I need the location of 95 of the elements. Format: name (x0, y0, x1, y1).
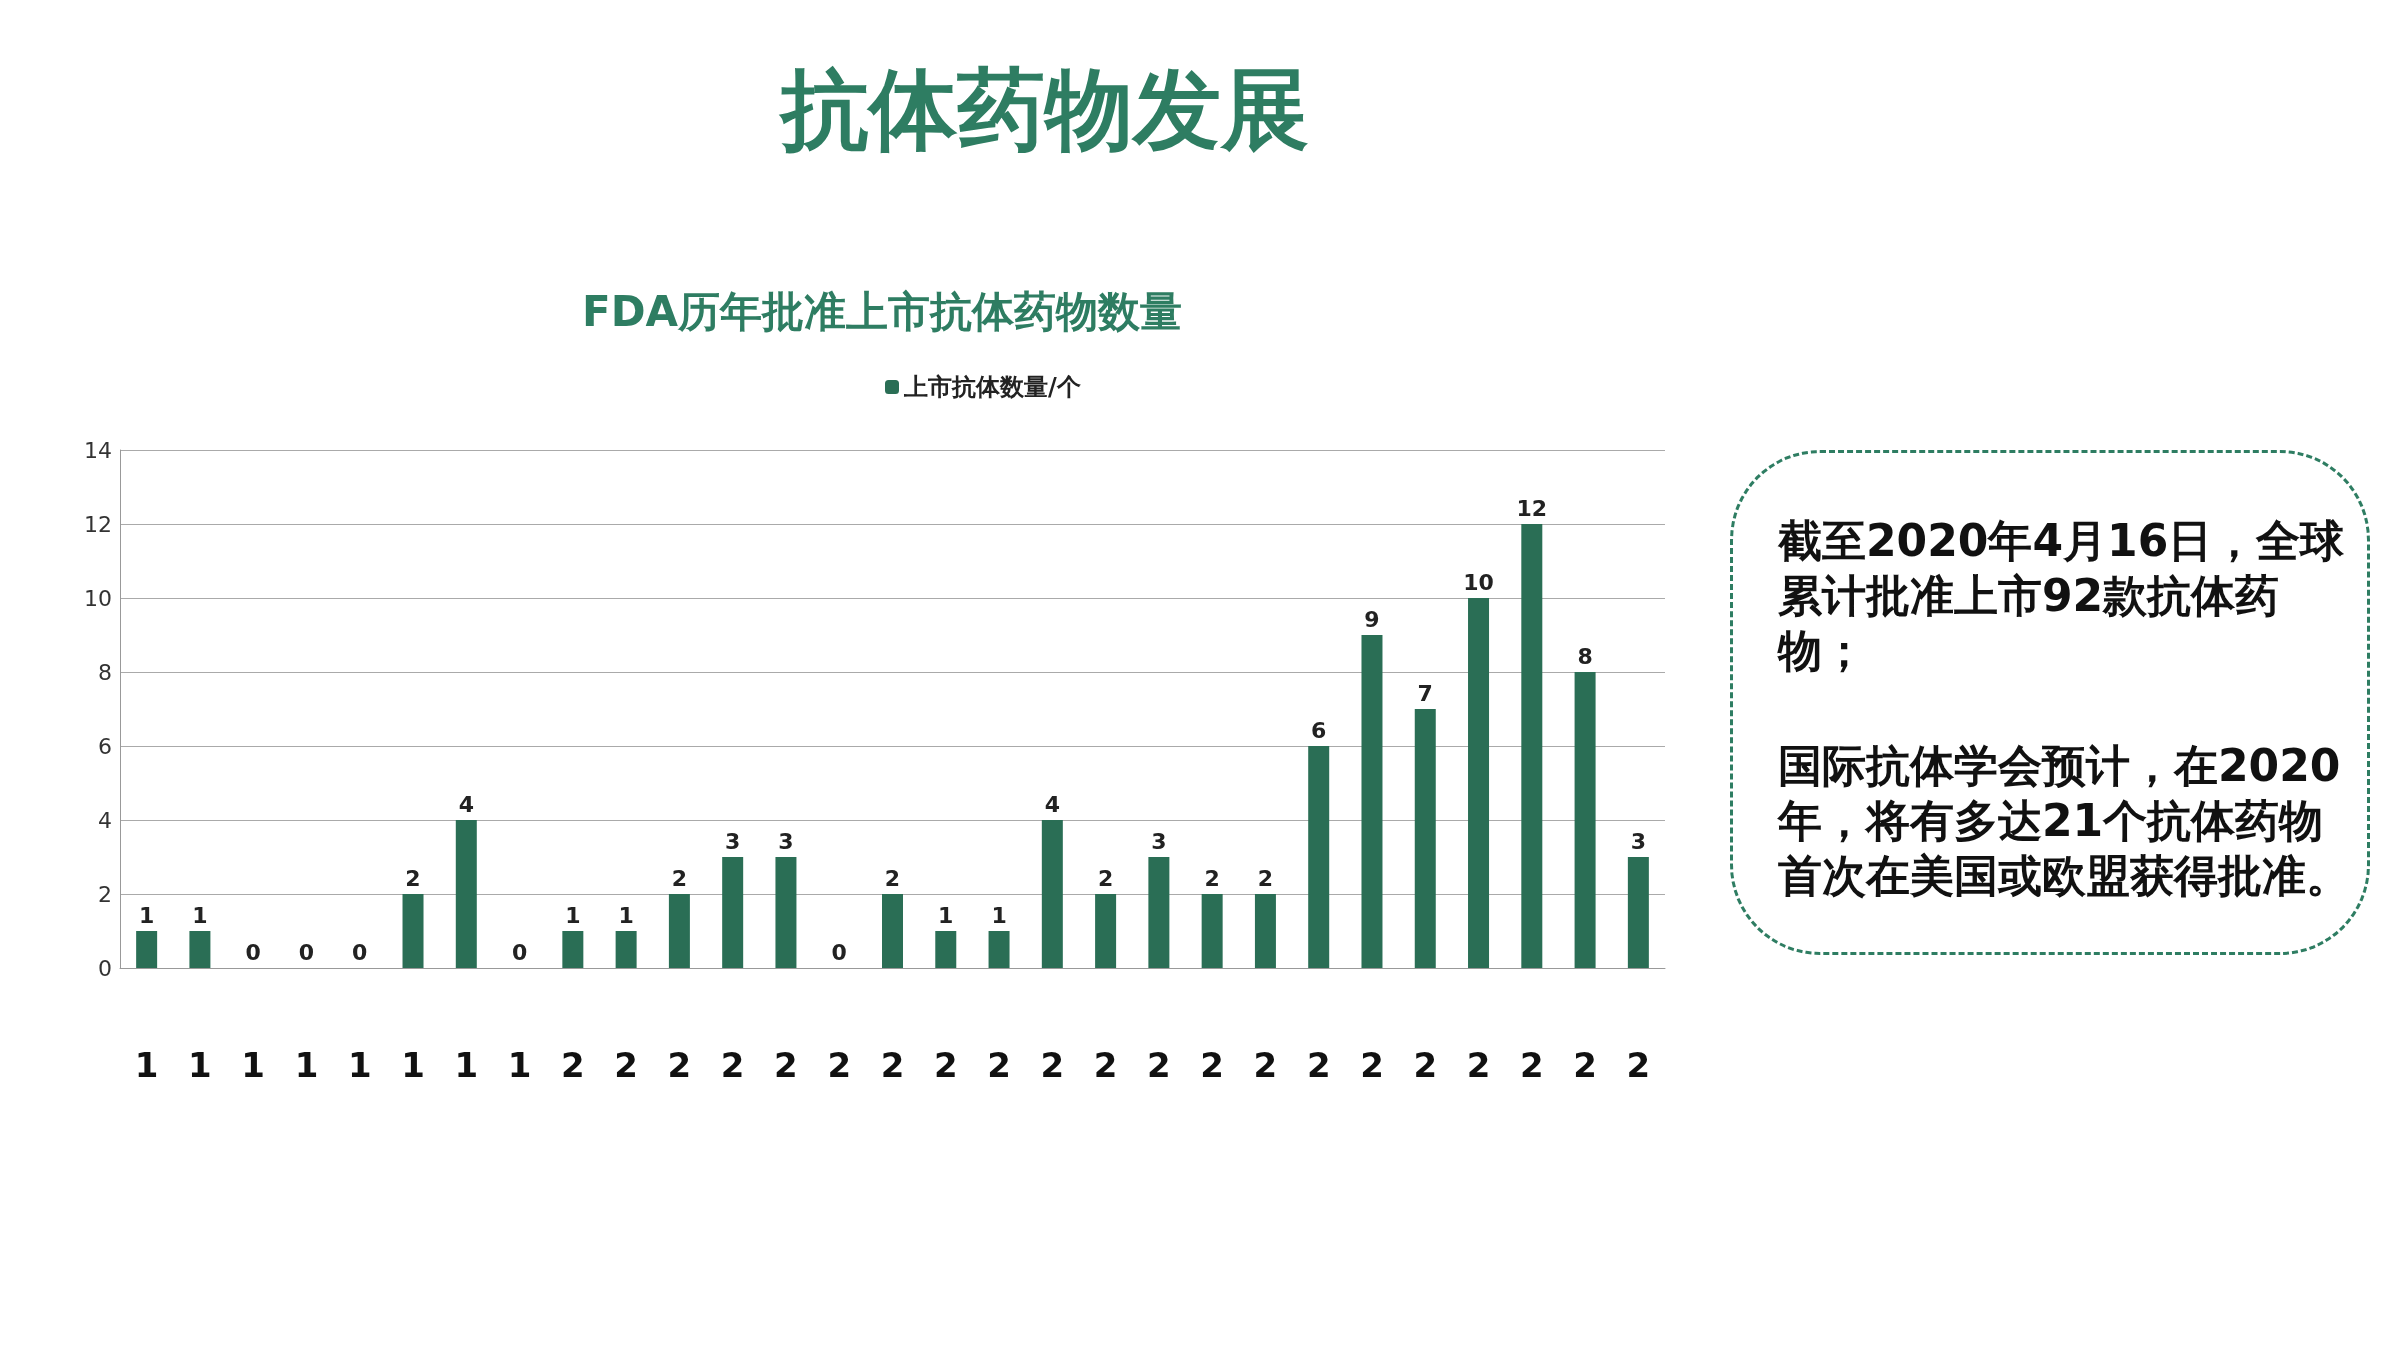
x-tick-label: 2 (1040, 1045, 1065, 1085)
data-label: 1 (991, 902, 1007, 928)
data-label: 12 (1516, 495, 1548, 521)
bar (668, 894, 690, 968)
bar (722, 857, 744, 968)
data-label: 1 (192, 902, 208, 928)
x-tick-label: 2 (1360, 1045, 1384, 1085)
bar (562, 931, 584, 968)
data-label: 3 (725, 828, 741, 854)
x-tick-label: 2 (1413, 1045, 1438, 1085)
x-tick-label: 2 (774, 1045, 798, 1085)
x-tick-label: 2 (720, 1045, 745, 1085)
data-label: 0 (511, 939, 528, 965)
bar (1254, 894, 1276, 968)
data-label: 6 (1311, 717, 1327, 743)
x-tick-label: 2 (1519, 1045, 1544, 1085)
data-label: 3 (778, 828, 794, 854)
bar (1201, 894, 1223, 968)
data-label: 2 (1097, 865, 1114, 891)
x-tick-label: 2 (933, 1045, 958, 1085)
bar (1468, 598, 1490, 968)
text: 国际抗体学会预计，在2020年，将有多达21个抗体药物首次在美国或欧盟获得批准。 (1778, 739, 2351, 903)
data-label: 0 (831, 939, 847, 965)
data-label: 3 (1151, 828, 1167, 854)
y-tick-label: 0 (98, 955, 112, 981)
bar (1361, 635, 1383, 968)
x-tick-label: 2 (987, 1045, 1011, 1085)
data-label: 2 (1204, 865, 1220, 891)
data-label: 4 (458, 791, 474, 817)
data-label: 0 (245, 939, 261, 965)
data-label: 1 (618, 902, 634, 928)
x-tick-label: 2 (880, 1045, 905, 1085)
y-tick-label: 6 (98, 733, 112, 759)
data-label: 4 (1044, 791, 1060, 817)
x-tick-label: 1 (507, 1045, 532, 1085)
data-label: 1 (138, 902, 155, 928)
y-tick-label: 10 (84, 585, 112, 611)
x-tick-label: 2 (1573, 1045, 1597, 1085)
data-label: 0 (298, 939, 315, 965)
bar (882, 894, 903, 968)
bar (1041, 820, 1063, 968)
data-label: 2 (671, 865, 688, 891)
x-tick-label: 1 (294, 1045, 319, 1085)
text: 截至2020年4月16日，全球累计批准上市92款抗体药物； (1778, 514, 2346, 678)
data-label: 2 (405, 865, 421, 891)
data-label: 10 (1463, 569, 1494, 595)
bar (455, 820, 477, 968)
y-tick-label: 2 (98, 881, 112, 907)
x-tick-label: 1 (347, 1045, 372, 1085)
bar (1627, 857, 1649, 968)
bar (1574, 672, 1596, 968)
x-tick-label: 2 (1626, 1045, 1651, 1085)
chart-title: 抗体药物发展 (778, 57, 1309, 161)
y-tick-label: 8 (98, 659, 112, 685)
x-tick-label: 1 (134, 1045, 159, 1085)
data-label: 3 (1630, 828, 1647, 854)
x-tick-label: 2 (1147, 1045, 1171, 1085)
x-tick-label: 2 (614, 1045, 638, 1085)
y-tick-label: 12 (84, 511, 112, 537)
bar (1414, 709, 1436, 968)
data-label: 9 (1364, 606, 1380, 632)
chart-subtitle: FDA历年批准上市抗体药物数量 (581, 286, 1183, 336)
legend-label: 上市抗体数量/个 (903, 373, 1081, 401)
bar (775, 857, 797, 968)
y-tick-label: 14 (84, 437, 112, 463)
x-tick-label: 2 (561, 1045, 585, 1085)
bar (189, 931, 211, 968)
y-tick-label: 4 (98, 807, 112, 833)
bar (935, 931, 957, 968)
x-tick-label: 1 (241, 1045, 266, 1085)
bar (615, 931, 637, 968)
x-tick-label: 2 (667, 1045, 692, 1085)
bar (136, 931, 158, 968)
data-label: 7 (1417, 680, 1433, 706)
data-label: 0 (352, 939, 368, 965)
bar (1148, 857, 1170, 968)
x-tick-label: 2 (1200, 1045, 1224, 1085)
x-tick-label: 2 (1306, 1045, 1331, 1085)
x-tick-label: 1 (401, 1045, 425, 1085)
bar (1308, 746, 1330, 968)
x-tick-label: 2 (1253, 1045, 1278, 1085)
x-tick-label: 2 (1093, 1045, 1118, 1085)
x-tick-label: 1 (454, 1045, 479, 1085)
data-label: 1 (565, 902, 581, 928)
data-label: 1 (938, 902, 954, 928)
bar (1095, 894, 1117, 968)
bar (988, 931, 1010, 968)
data-label: 2 (884, 865, 901, 891)
x-tick-label: 2 (827, 1045, 852, 1085)
bar (1521, 524, 1543, 968)
data-label: 2 (1257, 865, 1274, 891)
bar (402, 894, 424, 968)
x-tick-label: 2 (1466, 1045, 1491, 1085)
x-tick-label: 1 (188, 1045, 212, 1085)
data-label: 8 (1577, 643, 1593, 669)
